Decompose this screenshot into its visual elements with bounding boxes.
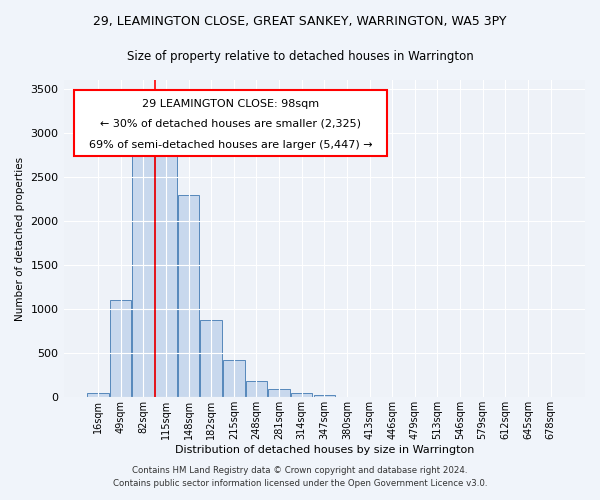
X-axis label: Distribution of detached houses by size in Warrington: Distribution of detached houses by size … xyxy=(175,445,474,455)
Text: 29 LEAMINGTON CLOSE: 98sqm: 29 LEAMINGTON CLOSE: 98sqm xyxy=(142,99,319,109)
Y-axis label: Number of detached properties: Number of detached properties xyxy=(15,156,25,320)
FancyBboxPatch shape xyxy=(74,90,387,156)
Bar xyxy=(133,155,154,398)
Bar xyxy=(268,390,290,398)
Bar xyxy=(87,393,109,398)
Bar xyxy=(178,194,199,398)
Bar xyxy=(200,320,222,398)
Text: 29, LEAMINGTON CLOSE, GREAT SANKEY, WARRINGTON, WA5 3PY: 29, LEAMINGTON CLOSE, GREAT SANKEY, WARR… xyxy=(93,15,507,28)
Bar xyxy=(110,300,131,398)
Bar xyxy=(314,394,335,398)
Text: Size of property relative to detached houses in Warrington: Size of property relative to detached ho… xyxy=(127,50,473,63)
Text: 69% of semi-detached houses are larger (5,447) →: 69% of semi-detached houses are larger (… xyxy=(89,140,372,150)
Bar xyxy=(291,393,313,398)
Bar xyxy=(223,360,245,398)
Bar xyxy=(155,155,176,398)
Bar xyxy=(245,382,267,398)
Text: Contains HM Land Registry data © Crown copyright and database right 2024.
Contai: Contains HM Land Registry data © Crown c… xyxy=(113,466,487,487)
Text: ← 30% of detached houses are smaller (2,325): ← 30% of detached houses are smaller (2,… xyxy=(100,118,361,128)
